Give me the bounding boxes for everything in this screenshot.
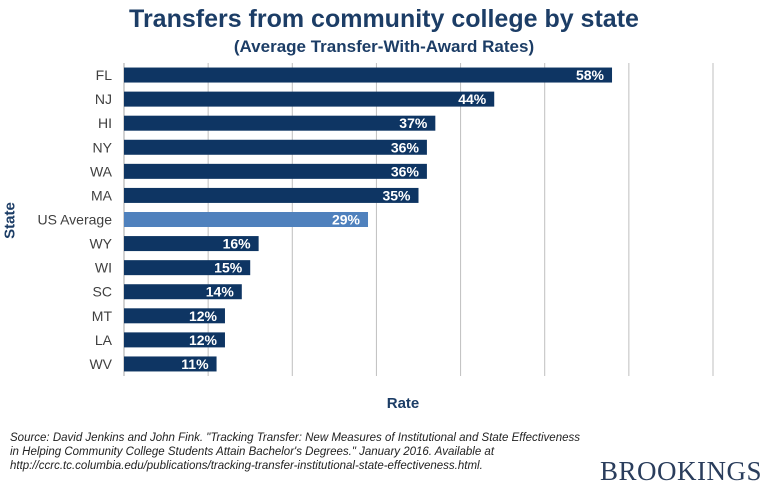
data-label: 29% — [332, 212, 361, 228]
chart-subtitle: (Average Transfer-With-Award Rates) — [233, 37, 535, 56]
brookings-logo: BROOKINGS — [600, 456, 763, 486]
category-label: WI — [95, 260, 112, 276]
category-label: MT — [92, 308, 113, 324]
bar — [124, 67, 613, 83]
category-label: NJ — [95, 91, 112, 107]
bar-chart: FL 58% NJ 44% HI 37% NY 36% WA 36% MA 35% US Average… — [38, 63, 714, 376]
x-axis-label: Rate — [386, 395, 420, 412]
category-label: US Average — [38, 212, 113, 228]
source-note: Source: David Jenkins and John Fink. "Tr… — [10, 432, 580, 472]
bar — [124, 212, 369, 227]
data-label: 36% — [391, 139, 420, 155]
data-label: 14% — [206, 284, 235, 300]
data-label: 12% — [189, 332, 218, 348]
bar — [124, 139, 427, 155]
data-label: 16% — [223, 236, 252, 252]
bar — [124, 332, 225, 348]
category-label: WV — [89, 356, 112, 372]
category-label: MA — [91, 187, 113, 203]
bar — [124, 187, 419, 203]
data-label: 12% — [189, 308, 218, 324]
data-label: 15% — [214, 260, 243, 276]
bar — [124, 236, 259, 252]
bar — [124, 115, 436, 131]
bar — [124, 260, 251, 276]
data-label: 37% — [399, 115, 428, 131]
category-label: HI — [98, 115, 112, 131]
bar — [124, 308, 225, 324]
category-label: WY — [89, 236, 112, 252]
category-label: LA — [95, 332, 113, 348]
data-label: 58% — [576, 67, 605, 83]
bar — [124, 284, 242, 300]
data-label: 44% — [458, 91, 487, 107]
category-label: WA — [90, 163, 113, 179]
chart-title: Transfers from community college by stat… — [129, 5, 639, 33]
category-label: NY — [93, 139, 113, 155]
bar — [124, 91, 495, 107]
data-label: 11% — [181, 356, 209, 372]
category-label: FL — [96, 67, 113, 83]
bar — [124, 356, 217, 372]
data-label: 35% — [382, 187, 411, 203]
data-label: 36% — [391, 163, 420, 179]
bar — [124, 163, 427, 179]
category-label: SC — [93, 284, 112, 300]
